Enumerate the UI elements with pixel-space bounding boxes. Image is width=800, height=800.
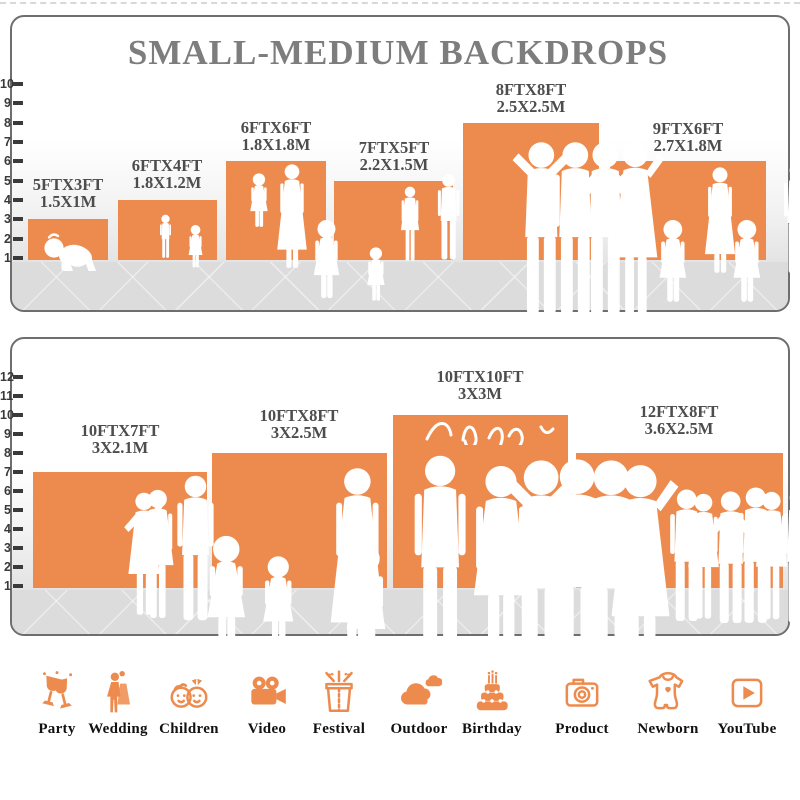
ruler-tick: 3 <box>0 211 24 227</box>
ruler-tick: 9 <box>0 426 24 442</box>
category-newborn: Newborn <box>626 670 710 738</box>
category-wedding: Wedding <box>76 670 160 738</box>
newborn-icon <box>648 671 684 710</box>
size-label: 12FTX8FT 3.6X2.5M <box>639 402 719 438</box>
watermark-flourish <box>425 422 555 445</box>
size-label: 10FTX8FT 3X2.5M <box>259 406 339 442</box>
ruler-tick: 4 <box>0 192 24 208</box>
ruler-tick: 4 <box>0 521 24 537</box>
category-outdoor: Outdoor <box>377 670 461 738</box>
silhouette-family <box>340 172 450 272</box>
category-festival: Festival <box>297 670 381 738</box>
top-dashed-line <box>0 2 800 4</box>
category-label: Product <box>555 721 609 737</box>
silhouette-group <box>463 122 599 272</box>
ruler-tick: 12 <box>0 369 24 385</box>
size-label: 10FTX7FT 3X2.1M <box>80 421 160 457</box>
size-label: 5FTX3FT 1.5X1M <box>32 175 104 211</box>
category-children: Children <box>147 670 231 738</box>
category-party: Party <box>15 670 99 738</box>
ruler-tick: 1 <box>0 578 24 594</box>
youtube-icon <box>731 678 763 708</box>
silhouette-family <box>216 438 391 600</box>
silhouette-family <box>612 159 768 273</box>
ruler-tick: 2 <box>0 559 24 575</box>
category-label: Newborn <box>637 721 699 737</box>
size-label: 8FTX8FT 2.5X2.5M <box>495 80 567 116</box>
silhouette-group <box>393 414 568 600</box>
size-label: 6FTX6FT 1.8X1.8M <box>240 118 312 154</box>
ruler-tick: 7 <box>0 134 24 150</box>
ruler-tick: 5 <box>0 502 24 518</box>
size-label: 9FTX6FT 2.7X1.8M <box>652 119 724 155</box>
category-label: Video <box>247 721 287 737</box>
category-label: YouTube <box>717 721 777 737</box>
outdoor-icon <box>401 675 442 705</box>
category-video: Video <box>225 670 309 738</box>
children-icon <box>170 678 208 708</box>
birthday-icon <box>476 670 508 711</box>
product-icon <box>565 678 599 707</box>
ruler-tick: 10 <box>0 76 24 92</box>
ruler-tick: 2 <box>0 231 24 247</box>
ruler-tick: 8 <box>0 445 24 461</box>
backdrop-6x6 <box>226 161 326 260</box>
party-icon <box>42 671 73 709</box>
silhouette-crowd <box>580 465 787 600</box>
size-label: 7FTX5FT 2.2X1.5M <box>358 138 430 174</box>
ruler-tick: 9 <box>0 95 24 111</box>
silhouette-mother-children <box>232 160 328 272</box>
ruler-tick: 6 <box>0 153 24 169</box>
festival-icon <box>325 670 353 713</box>
category-birthday: Birthday <box>450 670 534 738</box>
ruler-tick: 10 <box>0 407 24 423</box>
silhouette-children <box>130 198 216 270</box>
wedding-icon <box>107 670 131 713</box>
ruler-tick: 11 <box>0 388 24 404</box>
category-label: Children <box>159 721 219 737</box>
category-product: Product <box>540 670 624 738</box>
category-youtube: YouTube <box>705 670 789 738</box>
video-icon <box>251 676 286 705</box>
ruler-tick: 8 <box>0 115 24 131</box>
size-label: 6FTX4FT 1.8X1.2M <box>131 156 203 192</box>
size-label: 10FTX10FT 3X3M <box>436 367 524 403</box>
silhouette-family <box>55 468 205 600</box>
ruler-tick: 1 <box>0 250 24 266</box>
backdrop-7x5 <box>334 181 453 260</box>
category-label: Party <box>38 721 76 737</box>
page-title: SMALL-MEDIUM BACKDROPS <box>127 33 669 72</box>
category-label: Birthday <box>462 721 522 737</box>
category-label: Festival <box>312 721 366 737</box>
ruler-tick: 3 <box>0 540 24 556</box>
ground-band <box>12 262 788 310</box>
ruler-tick: 5 <box>0 173 24 189</box>
category-label: Outdoor <box>390 721 448 737</box>
ruler-tick: 7 <box>0 464 24 480</box>
ruler-tick: 6 <box>0 483 24 499</box>
category-label: Wedding <box>88 721 148 737</box>
silhouette-baby <box>38 225 102 271</box>
